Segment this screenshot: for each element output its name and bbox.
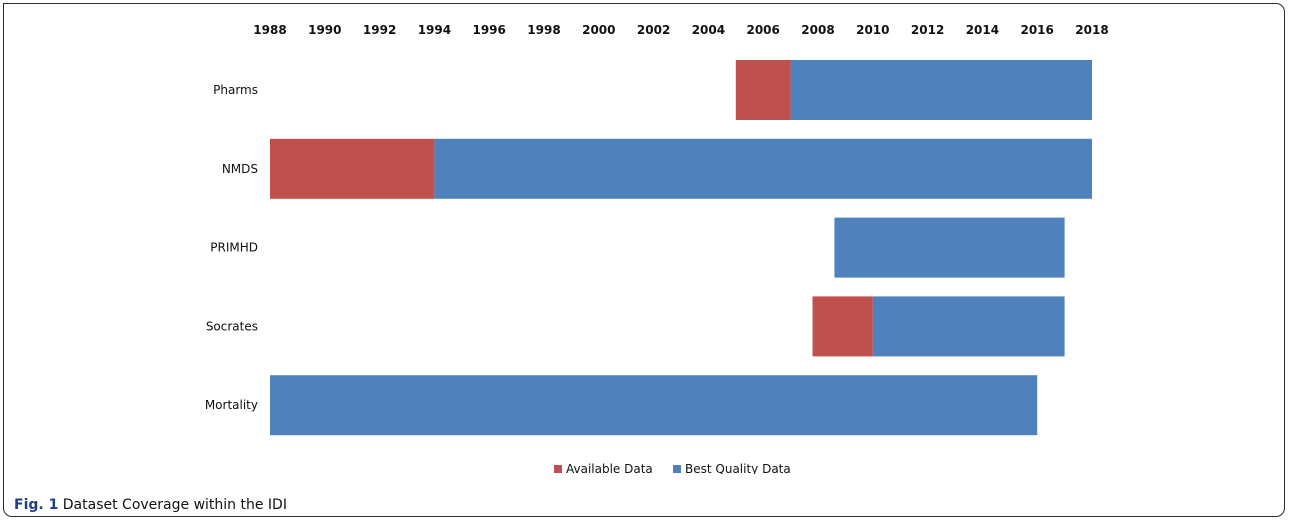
legend-swatch-available bbox=[554, 465, 562, 473]
legend-label-available: Available Data bbox=[566, 462, 653, 474]
best-quality-data-bar bbox=[834, 217, 1065, 278]
x-axis-ticks: 1988 1990 1992 1994 1996 1998 2000 2002 2004 2006… bbox=[253, 23, 1108, 37]
category-label: PRIMHD bbox=[210, 241, 258, 255]
legend-swatch-best-quality bbox=[673, 465, 681, 473]
x-tick-label: 1994 bbox=[418, 23, 451, 37]
best-quality-data-bar bbox=[434, 138, 1092, 199]
category-label: Socrates bbox=[206, 319, 258, 333]
available-data-bar bbox=[735, 60, 791, 120]
category-label: Pharms bbox=[213, 83, 258, 97]
x-tick-label: 2000 bbox=[582, 23, 615, 37]
x-tick-label: 2002 bbox=[637, 23, 670, 37]
best-quality-data-bar bbox=[872, 296, 1065, 357]
legend: Available Data Best Quality Data bbox=[554, 462, 791, 474]
category-label: Mortality bbox=[205, 398, 258, 412]
figure-caption-text: Dataset Coverage within the IDI bbox=[62, 497, 287, 513]
bar-marks bbox=[270, 60, 1092, 436]
figure-caption: Fig. 1 Dataset Coverage within the IDI bbox=[14, 497, 287, 513]
category-labels: Pharms NMDS PRIMHD Socrates Mortality bbox=[205, 83, 258, 412]
x-tick-label: 2004 bbox=[692, 23, 725, 37]
x-tick-label: 2010 bbox=[856, 23, 889, 37]
x-tick-label: 2006 bbox=[746, 23, 779, 37]
category-label: NMDS bbox=[222, 162, 258, 176]
x-tick-label: 1988 bbox=[253, 23, 286, 37]
x-tick-label: 1998 bbox=[527, 23, 560, 37]
x-tick-label: 1992 bbox=[363, 23, 396, 37]
dataset-coverage-chart: 1988 1990 1992 1994 1996 1998 2000 2002 2004 2006… bbox=[205, 23, 1109, 474]
figure-caption-label: Fig. 1 bbox=[14, 497, 59, 513]
best-quality-data-bar bbox=[270, 375, 1038, 436]
legend-label-best-quality: Best Quality Data bbox=[685, 462, 791, 474]
x-tick-label: 2008 bbox=[801, 23, 834, 37]
x-tick-label: 2016 bbox=[1020, 23, 1053, 37]
figure-frame: 1988 1990 1992 1994 1996 1998 2000 2002 2004 2006… bbox=[3, 3, 1285, 517]
available-data-bar bbox=[270, 138, 435, 199]
best-quality-data-bar bbox=[790, 60, 1092, 120]
x-tick-label: 2018 bbox=[1075, 23, 1108, 37]
x-tick-label: 2012 bbox=[911, 23, 944, 37]
available-data-bar bbox=[812, 296, 873, 357]
x-tick-label: 2014 bbox=[966, 23, 999, 37]
x-tick-label: 1996 bbox=[472, 23, 505, 37]
x-tick-label: 1990 bbox=[308, 23, 341, 37]
